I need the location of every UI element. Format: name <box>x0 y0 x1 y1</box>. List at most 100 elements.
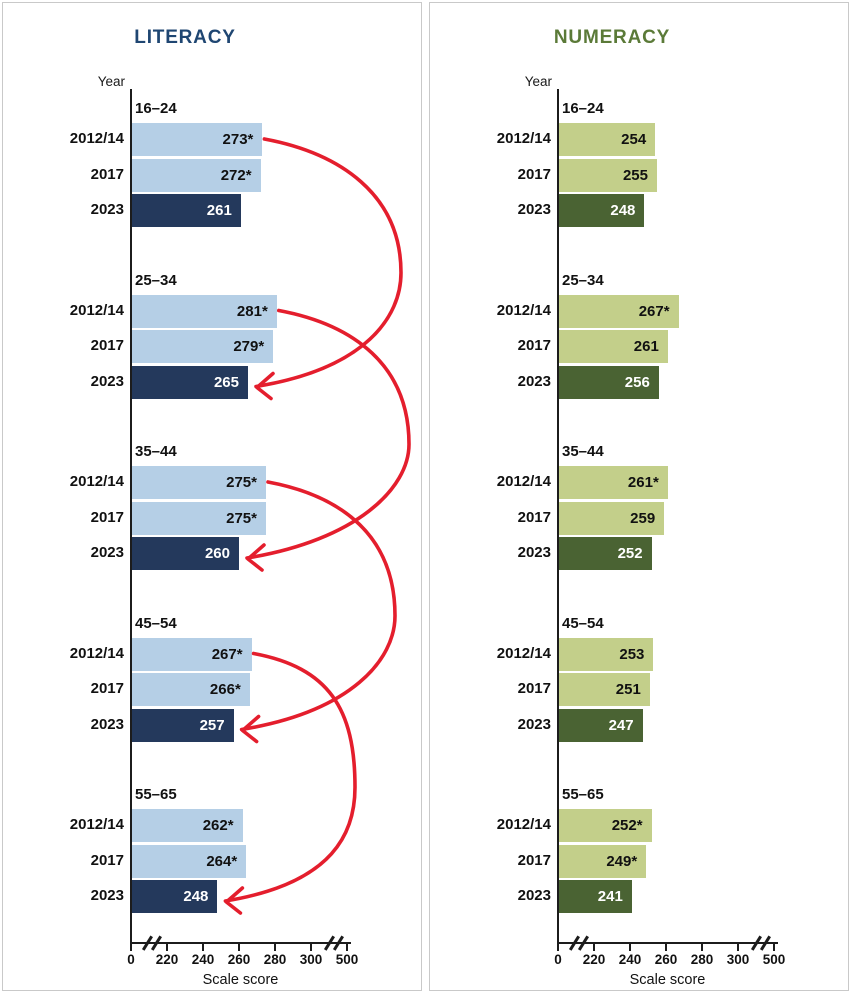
bar: 252 <box>559 537 652 570</box>
bar: 260 <box>132 537 239 570</box>
x-tick <box>130 944 132 951</box>
year-label: 2017 <box>90 680 124 697</box>
bar: 275* <box>132 501 266 535</box>
bar-value-label: 252* <box>611 817 643 834</box>
bar-value-label: 249* <box>606 852 638 870</box>
bar-value-label: 255 <box>622 166 648 184</box>
bar: 265 <box>132 365 248 399</box>
bar-value-label: 248 <box>183 888 209 905</box>
bar: 267* <box>559 294 679 328</box>
bar-value-label: 256 <box>624 373 650 391</box>
cohort-arrow <box>254 137 403 389</box>
year-label: 2012/14 <box>496 473 551 490</box>
bar: 264* <box>132 844 247 878</box>
year-label: 2012/14 <box>69 816 124 833</box>
age-group-label: 16–24 <box>135 100 177 117</box>
bar: 266* <box>132 673 250 706</box>
year-label: 2017 <box>90 508 124 526</box>
year-label: 2023 <box>90 372 124 390</box>
x-axis-line <box>130 942 351 944</box>
x-tick-label: 260 <box>654 952 678 967</box>
year-label: 2017 <box>90 165 124 183</box>
year-label: 2012/14 <box>496 644 551 662</box>
bar: 248 <box>132 880 218 913</box>
x-tick-label: 280 <box>690 952 714 967</box>
age-group-label: 45–54 <box>562 614 604 632</box>
x-axis-title: Scale score <box>629 972 706 988</box>
bar-value-label: 241 <box>597 888 623 905</box>
year-label: 2023 <box>517 715 551 733</box>
bar-value-label: 252 <box>617 545 643 562</box>
bar-value-label: 275* <box>226 474 257 491</box>
year-label: 2017 <box>517 165 551 183</box>
age-group-label: 25–34 <box>135 271 177 289</box>
year-label: 2023 <box>90 544 124 561</box>
panel-literacy: LITERACY Year Scale score 0 220 240 260 280 3… <box>2 2 422 991</box>
x-tick-label: 0 <box>127 952 135 967</box>
y-axis-line <box>130 89 132 944</box>
year-label: 2012/14 <box>496 130 551 147</box>
year-label: 2023 <box>517 887 551 904</box>
bar-value-label: 281* <box>236 302 268 320</box>
bar: 261 <box>132 194 241 227</box>
year-label: 2017 <box>90 851 124 869</box>
x-tick <box>310 944 312 951</box>
year-label: 2017 <box>517 508 551 526</box>
age-group-label: 35–44 <box>135 443 177 460</box>
bar: 257 <box>132 708 234 742</box>
bar-value-label: 248 <box>610 202 636 219</box>
bar-value-label: 262* <box>202 817 234 834</box>
x-tick <box>593 944 595 951</box>
x-tick-label: 240 <box>191 952 215 967</box>
year-label: 2012/14 <box>69 301 124 319</box>
age-group-label: 55–65 <box>562 786 604 803</box>
bar-value-label: 261* <box>627 474 659 491</box>
bar-value-label: 254 <box>621 131 647 148</box>
x-tick <box>166 944 168 951</box>
cohort-arrow-head <box>224 886 245 915</box>
x-tick <box>737 944 739 951</box>
bar-value-label: 261 <box>633 338 659 355</box>
cohort-arrow-head <box>255 371 275 401</box>
year-label: 2023 <box>517 544 551 561</box>
bar-value-label: 279* <box>233 338 265 355</box>
year-label: 2012/14 <box>69 473 124 490</box>
x-tick-label: 220 <box>582 952 606 967</box>
bar: 252* <box>559 809 652 842</box>
age-group-label: 55–65 <box>135 786 177 803</box>
year-label: 2017 <box>517 851 551 869</box>
x-tick-label: 260 <box>227 952 251 967</box>
bar: 249* <box>559 844 647 878</box>
bar: 251 <box>559 673 650 706</box>
cohort-arrow-head <box>240 714 261 744</box>
x-tick <box>665 944 667 951</box>
bar-value-label: 251 <box>615 681 641 698</box>
bar-value-label: 265 <box>213 373 239 391</box>
bar: 259 <box>559 501 665 535</box>
age-group-label: 25–34 <box>562 271 604 289</box>
x-axis-line <box>557 942 778 944</box>
y-axis-line <box>557 89 559 944</box>
bar-value-label: 247 <box>608 716 634 734</box>
year-label: 2012/14 <box>496 301 551 319</box>
bar: 241 <box>559 880 632 913</box>
x-tick-label: 220 <box>155 952 179 967</box>
bar-value-label: 261 <box>206 202 232 219</box>
bar-value-label: 273* <box>222 131 254 148</box>
bar: 261 <box>559 330 668 363</box>
bar-value-label: 259 <box>630 509 656 527</box>
bar: 279* <box>132 330 274 363</box>
bar-value-label: 264* <box>206 852 238 870</box>
x-tick <box>629 944 631 951</box>
year-label: 2017 <box>517 337 551 354</box>
bar: 281* <box>132 294 277 328</box>
x-tick <box>557 944 559 951</box>
bar: 272* <box>132 158 261 192</box>
bar: 267* <box>132 637 252 671</box>
bar: 247 <box>559 708 643 742</box>
x-tick-label: 240 <box>618 952 642 967</box>
cohort-arrow-head <box>246 543 266 572</box>
numeracy-title: NUMERACY <box>553 27 671 48</box>
bar-value-label: 257 <box>199 716 225 734</box>
